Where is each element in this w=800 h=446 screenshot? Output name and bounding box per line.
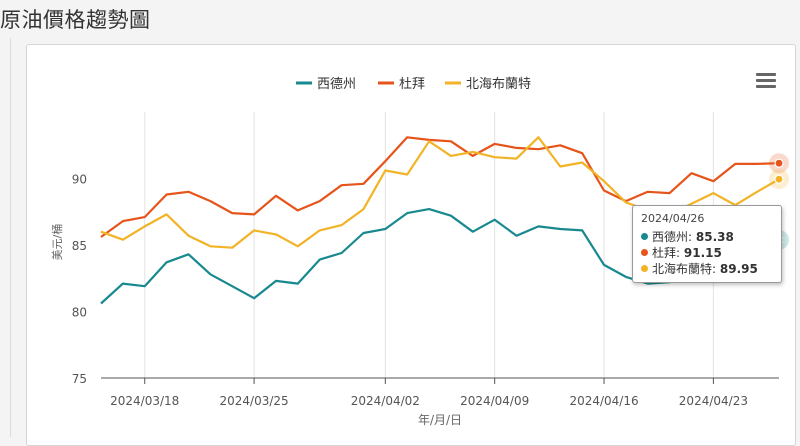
legend-item-label: 北海布蘭特 bbox=[466, 76, 531, 92]
side-divider bbox=[10, 38, 11, 437]
series-dot-icon bbox=[641, 249, 648, 256]
x-tick-label: 2024/04/16 bbox=[569, 394, 638, 408]
tooltip-series-name: 杜拜 bbox=[652, 246, 677, 260]
chart-tooltip: 2024/04/26 西德州: 85.38 杜拜: 91.15 北海布蘭特: 8… bbox=[632, 205, 782, 283]
tooltip-date: 2024/04/26 bbox=[641, 212, 705, 225]
y-tick-label: 80 bbox=[72, 306, 87, 320]
legend: 西德州 杜拜 北海布蘭特 bbox=[296, 76, 531, 92]
series-line-1 bbox=[100, 136, 780, 238]
legend-item-label: 杜拜 bbox=[399, 77, 425, 92]
y-tick-label: 75 bbox=[72, 372, 87, 386]
chart-menu-icon[interactable] bbox=[756, 73, 776, 91]
tooltip-row-wti: 西德州: 85.38 bbox=[641, 228, 734, 245]
series-dot-icon bbox=[641, 233, 648, 240]
series-dot-icon bbox=[641, 265, 648, 272]
y-tick-label: 90 bbox=[72, 173, 87, 187]
page-title: 原油價格趨勢圖 bbox=[0, 8, 151, 32]
tooltip-series-name: 西德州 bbox=[652, 230, 689, 244]
axis-layer: 2024/03/18 2024/03/25 2024/04/02 2024/04/09… bbox=[72, 173, 779, 408]
x-tick-label: 2024/04/23 bbox=[679, 394, 748, 408]
x-tick-label: 2024/04/02 bbox=[351, 394, 420, 408]
tooltip-value: 89.95 bbox=[719, 262, 758, 276]
legend-item-label: 西德州 bbox=[317, 77, 356, 92]
y-axis-label: 美元/桶 bbox=[50, 224, 64, 261]
tooltip-row-dubai: 杜拜: 91.15 bbox=[641, 244, 722, 261]
x-tick-label: 2024/04/09 bbox=[460, 394, 529, 408]
hover-point bbox=[774, 174, 784, 184]
hover-point bbox=[774, 158, 784, 168]
x-tick-label: 2024/03/18 bbox=[110, 394, 179, 408]
tooltip-value: 91.15 bbox=[683, 246, 722, 260]
tooltip-series-name: 北海布蘭特 bbox=[652, 262, 713, 276]
tooltip-value: 85.38 bbox=[695, 230, 734, 244]
tooltip-row-brent: 北海布蘭特: 89.95 bbox=[641, 260, 758, 277]
x-tick-label: 2024/03/25 bbox=[220, 394, 289, 408]
y-tick-label: 85 bbox=[72, 239, 87, 253]
x-axis-label: 年/月/日 bbox=[418, 413, 462, 427]
grid-layer bbox=[144, 112, 714, 378]
